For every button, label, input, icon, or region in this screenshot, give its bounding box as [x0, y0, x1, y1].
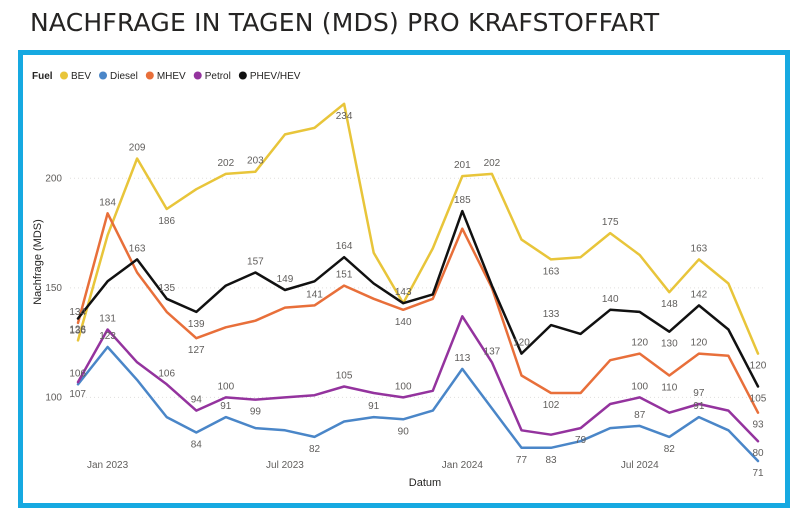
data-label: 82 — [309, 444, 321, 455]
data-label: 186 — [158, 216, 175, 227]
data-label: 164 — [336, 241, 353, 252]
data-label: 105 — [750, 393, 767, 404]
data-label: 157 — [247, 257, 264, 268]
data-label: 201 — [454, 160, 471, 171]
data-label: 97 — [693, 388, 705, 399]
data-label: 185 — [454, 195, 471, 206]
data-label: 83 — [545, 455, 557, 466]
series-line-bev — [76, 102, 760, 355]
data-label: 79 — [575, 435, 587, 446]
legend-item-mhev: MHEV — [157, 71, 186, 82]
data-label: 140 — [602, 294, 619, 305]
data-label: 131 — [99, 313, 116, 324]
data-label: 134 — [69, 307, 86, 318]
data-label: 91 — [693, 401, 705, 412]
series-line-mhev — [76, 212, 760, 414]
data-label: 84 — [191, 439, 203, 450]
data-label: 184 — [99, 197, 116, 208]
x-axis-title: Datum — [409, 477, 441, 489]
data-label: 126 — [69, 324, 86, 335]
data-label: 163 — [691, 243, 708, 254]
legend-item-bev: BEV — [71, 71, 91, 82]
legend-swatch-diesel — [99, 71, 108, 80]
data-label: 163 — [129, 243, 146, 254]
legend-title: Fuel — [32, 71, 53, 82]
data-label: 143 — [395, 287, 412, 298]
data-labels: 126 209 186 202 203 234 143 201 202 163 175 148 163 1… — [69, 111, 766, 479]
data-label: 127 — [188, 345, 205, 356]
data-label: 151 — [336, 270, 353, 281]
data-label: 113 — [454, 353, 470, 364]
legend-item-petrol: Petrol — [205, 71, 231, 82]
series-line-petrol — [76, 315, 760, 443]
data-label: 94 — [191, 395, 203, 406]
data-label: 106 — [69, 368, 86, 379]
x-tick-label: Jan 2023 — [87, 460, 129, 471]
data-label: 71 — [752, 468, 764, 479]
x-tick-label: Jul 2023 — [266, 460, 304, 471]
y-tick-label: 100 — [45, 392, 62, 403]
x-tick-label: Jul 2024 — [621, 460, 659, 471]
data-label: 110 — [661, 382, 677, 393]
data-label: 90 — [398, 426, 410, 437]
data-label: 120 — [513, 338, 530, 349]
data-label: 100 — [217, 381, 234, 392]
gridlines — [70, 177, 766, 398]
data-label: 91 — [368, 401, 380, 412]
data-label: 120 — [750, 361, 767, 372]
series-line-phev-hev — [76, 209, 760, 388]
legend-item-phev-hev: PHEV/HEV — [250, 71, 301, 82]
data-label: 91 — [220, 401, 232, 412]
data-label: 209 — [129, 143, 146, 154]
data-label: 136 — [69, 326, 86, 337]
legend-swatch-mhev — [145, 71, 154, 80]
data-label: 105 — [336, 370, 353, 381]
data-label: 80 — [752, 448, 764, 459]
data-label: 133 — [543, 309, 560, 320]
data-label: 163 — [543, 266, 560, 277]
data-label: 106 — [158, 368, 175, 379]
data-label: 130 — [661, 339, 678, 350]
legend-swatch-petrol — [193, 71, 202, 80]
data-label: 135 — [158, 283, 175, 294]
data-label: 87 — [634, 410, 646, 421]
legend-swatch-phev-hev — [238, 71, 247, 80]
data-label: 203 — [247, 156, 264, 167]
data-label: 148 — [661, 299, 678, 310]
legend-item-diesel: Diesel — [110, 71, 138, 82]
data-label: 234 — [336, 111, 353, 122]
y-tick-label: 200 — [45, 173, 62, 184]
data-label: 141 — [306, 289, 323, 300]
data-label: 202 — [217, 158, 234, 169]
data-label: 142 — [691, 289, 708, 300]
data-label: 202 — [484, 158, 501, 169]
series-line-diesel — [76, 345, 760, 463]
y-axis-title: Nachfrage (MDS) — [32, 219, 44, 305]
data-label: 102 — [543, 400, 560, 411]
data-label: 175 — [602, 217, 619, 228]
page-title: NACHFRAGE IN TAGEN (MDS) PRO KRAFSTOFFAR… — [30, 8, 660, 37]
axes: 100 150 200 Jan 2023 Jul 2023 Jan 2024 Jul 202… — [32, 173, 659, 489]
data-label: 77 — [516, 455, 528, 466]
data-label: 82 — [664, 444, 676, 455]
data-label: 100 — [631, 381, 648, 392]
x-tick-label: Jan 2024 — [442, 460, 484, 471]
legend: Fuel BEV Diesel MHEV Petrol PHEV/HEV — [32, 71, 301, 82]
data-label: 120 — [631, 338, 648, 349]
y-tick-label: 150 — [45, 283, 62, 294]
data-label: 93 — [752, 420, 764, 431]
data-label: 149 — [277, 274, 294, 285]
data-label: 140 — [395, 317, 412, 328]
chart-frame — [18, 50, 790, 508]
data-label: 107 — [69, 389, 86, 400]
legend-swatch-bev — [60, 71, 68, 80]
data-label: 120 — [691, 338, 708, 349]
series-lines — [76, 102, 760, 463]
data-label: 100 — [395, 381, 412, 392]
data-label: 123 — [99, 331, 116, 342]
data-label: 99 — [250, 407, 262, 418]
data-label: 139 — [188, 319, 205, 330]
data-label: 137 — [484, 346, 501, 357]
